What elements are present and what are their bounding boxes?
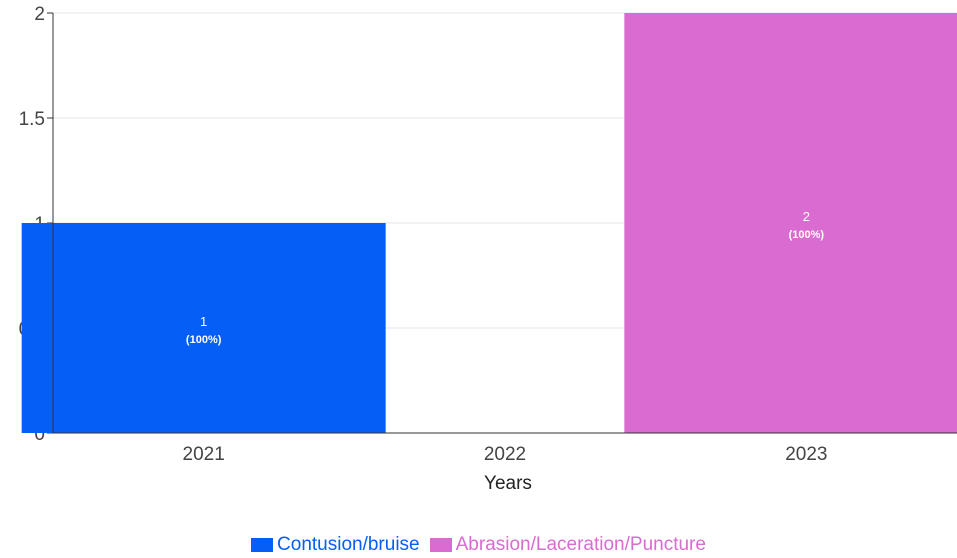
x-tick-label: 2022 [484,444,526,465]
legend-label-abrasion: Abrasion/Laceration/Puncture [455,534,706,555]
bar-value-label: 1 [200,314,207,329]
bar-2023 [624,13,957,433]
legend-item-abrasion[interactable]: Abrasion/Laceration/Puncture [429,534,706,556]
y-tick-label: 1.5 [19,109,45,130]
legend-label-contusion: Contusion/bruise [277,534,420,555]
x-tick-label: 2023 [785,444,827,465]
bar-value-label: 2 [803,209,810,224]
bar-percent-label: (100%) [789,229,825,241]
legend-item-contusion[interactable]: Contusion/bruise [251,534,420,556]
x-tick-label: 2021 [183,444,225,465]
legend-swatch-contusion [251,538,274,552]
bar-2021 [21,223,386,433]
legend-swatch-abrasion [429,538,452,552]
x-axis-title: Years [484,473,532,494]
bar-percent-label: (100%) [186,334,222,346]
y-tick-label: 0 [34,424,45,445]
y-tick-label: 2 [34,4,45,25]
legend: Contusion/bruise Abrasion/Laceration/Pun… [0,533,957,557]
